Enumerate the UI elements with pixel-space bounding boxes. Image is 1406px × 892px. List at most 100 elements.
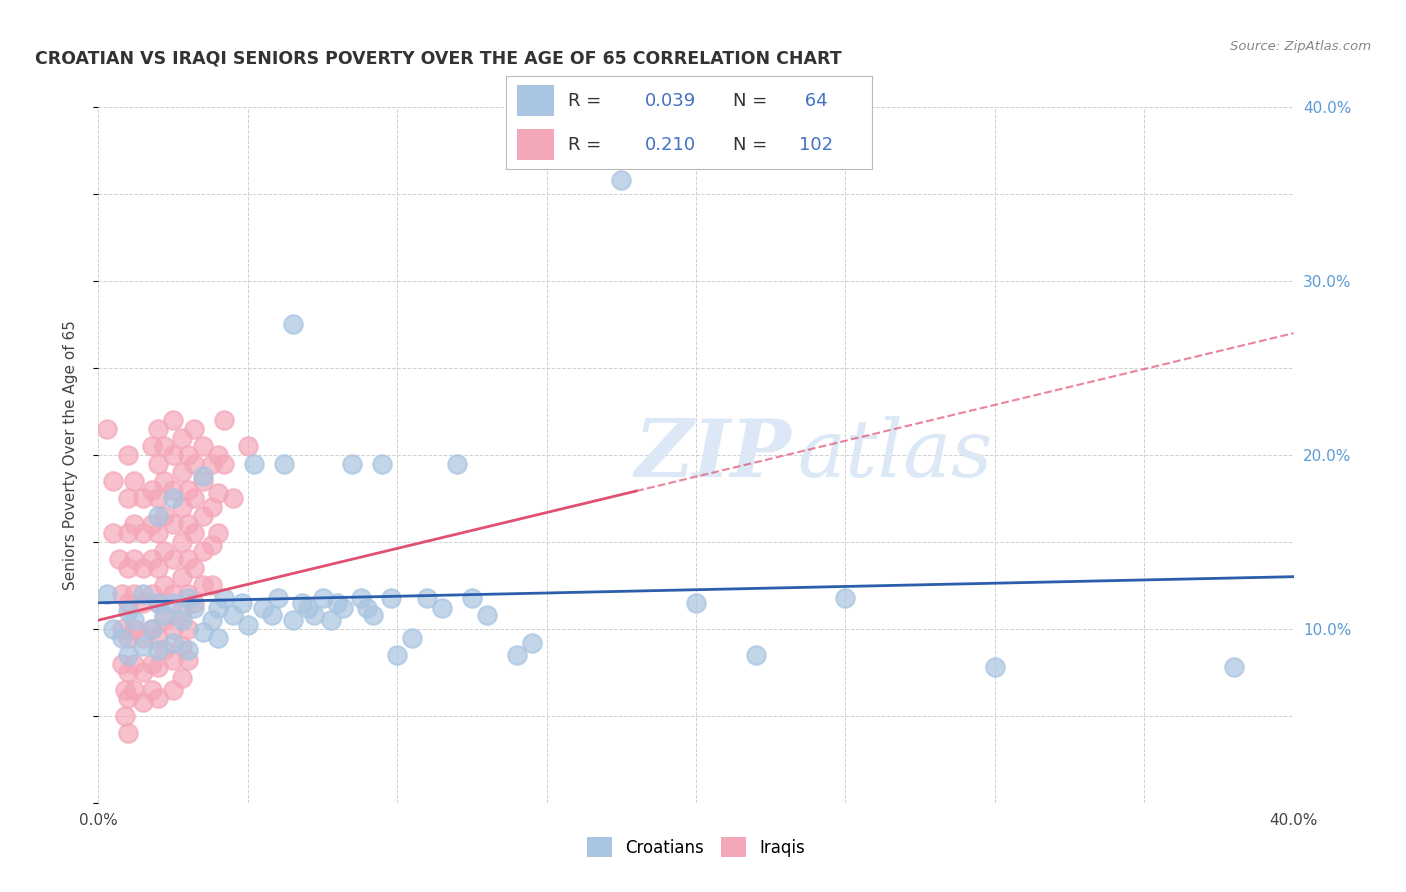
Point bbox=[141, 587, 163, 601]
Text: R =: R = bbox=[568, 92, 607, 110]
Point bbox=[117, 648, 139, 662]
Point bbox=[231, 596, 253, 610]
Point bbox=[111, 622, 134, 636]
Point bbox=[1223, 660, 1246, 674]
Point bbox=[153, 607, 176, 622]
Point bbox=[356, 601, 378, 615]
Point bbox=[207, 526, 229, 541]
Point bbox=[111, 587, 134, 601]
Point bbox=[153, 474, 176, 488]
Point bbox=[321, 613, 343, 627]
Point bbox=[117, 526, 139, 541]
Point bbox=[207, 631, 229, 645]
Point bbox=[124, 657, 146, 671]
Point bbox=[350, 591, 373, 605]
Point bbox=[297, 601, 319, 615]
Point bbox=[148, 491, 170, 506]
Point bbox=[172, 500, 194, 514]
Point bbox=[311, 591, 333, 605]
Point bbox=[141, 483, 163, 497]
Point bbox=[148, 508, 170, 523]
Text: ZIP: ZIP bbox=[634, 417, 792, 493]
Point bbox=[141, 622, 163, 636]
Point bbox=[506, 648, 529, 662]
Point bbox=[117, 691, 139, 706]
Point bbox=[430, 601, 453, 615]
Point bbox=[475, 607, 498, 622]
Point bbox=[124, 682, 146, 697]
Point bbox=[153, 642, 176, 657]
Point bbox=[191, 578, 214, 592]
Point bbox=[177, 483, 200, 497]
Point bbox=[132, 526, 155, 541]
Point bbox=[172, 534, 194, 549]
Point bbox=[281, 318, 304, 332]
Bar bbox=[517, 129, 554, 160]
Point bbox=[291, 596, 314, 610]
Bar bbox=[517, 85, 554, 116]
Point bbox=[132, 491, 155, 506]
Point bbox=[745, 648, 768, 662]
Point bbox=[141, 682, 163, 697]
Point bbox=[132, 631, 155, 645]
Point bbox=[243, 457, 266, 471]
Point bbox=[124, 552, 146, 566]
Point bbox=[132, 665, 155, 680]
Point bbox=[141, 439, 163, 453]
Point bbox=[183, 596, 205, 610]
Text: atlas: atlas bbox=[797, 417, 993, 493]
Point bbox=[111, 657, 134, 671]
Point bbox=[201, 457, 224, 471]
Point bbox=[201, 500, 224, 514]
Point bbox=[162, 636, 184, 650]
Point bbox=[172, 613, 194, 627]
Point bbox=[148, 631, 170, 645]
Point bbox=[610, 173, 633, 187]
Point bbox=[191, 543, 214, 558]
Point bbox=[236, 618, 259, 632]
Point bbox=[103, 474, 125, 488]
Point bbox=[342, 457, 364, 471]
Point bbox=[148, 596, 170, 610]
Point bbox=[685, 596, 707, 610]
Point bbox=[148, 457, 170, 471]
Point bbox=[117, 561, 139, 575]
Point bbox=[371, 457, 394, 471]
Point bbox=[385, 648, 409, 662]
Point bbox=[252, 601, 274, 615]
Text: 0.039: 0.039 bbox=[645, 92, 696, 110]
Point bbox=[222, 607, 245, 622]
Point bbox=[191, 474, 214, 488]
Point bbox=[153, 439, 176, 453]
Point bbox=[117, 448, 139, 462]
Point bbox=[236, 439, 259, 453]
Point bbox=[177, 642, 200, 657]
Text: 64: 64 bbox=[799, 92, 827, 110]
Point bbox=[207, 601, 229, 615]
Point bbox=[162, 413, 184, 427]
Point bbox=[177, 552, 200, 566]
Point bbox=[124, 613, 146, 627]
Point bbox=[172, 570, 194, 584]
Point bbox=[273, 457, 295, 471]
Point bbox=[141, 657, 163, 671]
Point bbox=[132, 639, 155, 653]
Point bbox=[162, 448, 184, 462]
Text: 0.210: 0.210 bbox=[645, 136, 696, 153]
Point bbox=[984, 660, 1007, 674]
Point bbox=[148, 691, 170, 706]
Point bbox=[117, 631, 139, 645]
Point bbox=[117, 491, 139, 506]
Point bbox=[332, 601, 354, 615]
Point bbox=[177, 622, 200, 636]
Point bbox=[222, 491, 245, 506]
Point bbox=[162, 682, 184, 697]
Point bbox=[117, 726, 139, 740]
Point bbox=[177, 587, 200, 601]
Point bbox=[520, 636, 543, 650]
Point bbox=[114, 708, 136, 723]
Point bbox=[117, 665, 139, 680]
Point bbox=[212, 457, 235, 471]
Point bbox=[183, 561, 205, 575]
Point bbox=[124, 517, 146, 532]
